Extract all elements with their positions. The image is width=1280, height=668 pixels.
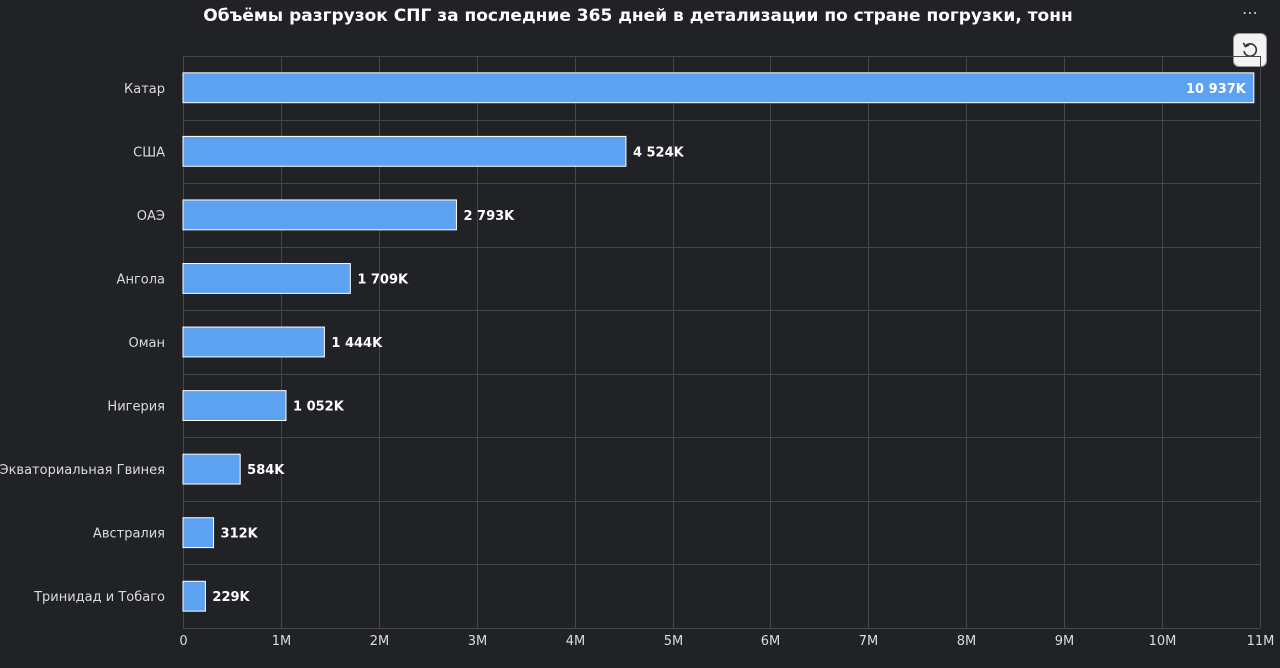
category-label: Катар [124,82,165,97]
category-label: Австралия [93,527,165,542]
category-label: Экваториальная Гвинея [0,463,165,478]
bar[interactable] [182,453,241,485]
data-label: 584K [247,463,285,478]
data-label: 1 709K [357,272,409,287]
data-label: 229K [212,590,250,605]
bar[interactable] [182,72,1255,104]
x-tick-label: 3M [468,634,488,649]
x-tick-label: 6M [761,634,781,649]
category-label: Оман [128,336,165,351]
category-label: США [133,145,165,160]
bar[interactable] [182,263,351,294]
bar[interactable] [182,199,457,231]
data-label: 1 444K [331,336,383,351]
reset-zoom-button[interactable] [1233,33,1267,67]
x-tick-label: 1M [272,634,292,649]
x-tick-label: 9M [1055,634,1075,649]
data-label: 2 793K [463,209,515,224]
bar[interactable] [182,517,215,549]
data-label: 312K [221,527,259,542]
x-tick-label: 0 [179,634,187,649]
more-options-icon: ⋯ [1242,3,1258,22]
x-tick-label: 10M [1149,634,1177,649]
bar[interactable] [182,580,206,612]
data-label: 1 052K [293,400,345,415]
data-label: 10 937K [1186,82,1247,97]
reset-icon [1242,42,1258,57]
category-label: Ангола [117,272,165,287]
x-tick-label: 5M [664,634,684,649]
x-tick-label: 7M [859,634,879,649]
more-options-button[interactable]: ⋯ [1238,2,1262,24]
category-label: ОАЭ [137,209,165,224]
bar[interactable] [182,390,287,421]
x-tick-label: 2M [370,634,390,649]
bar[interactable] [182,326,325,358]
x-tick-label: 11M [1247,634,1275,649]
x-tick-label: 8M [957,634,977,649]
category-label: Нигерия [107,400,165,415]
category-label: Тринидад и Тобаго [33,590,165,605]
data-label: 4 524K [633,145,685,160]
chart-title: Объёмы разгрузок СПГ за последние 365 дн… [203,6,1073,26]
x-tick-label: 4M [566,634,586,649]
bar[interactable] [182,135,627,167]
